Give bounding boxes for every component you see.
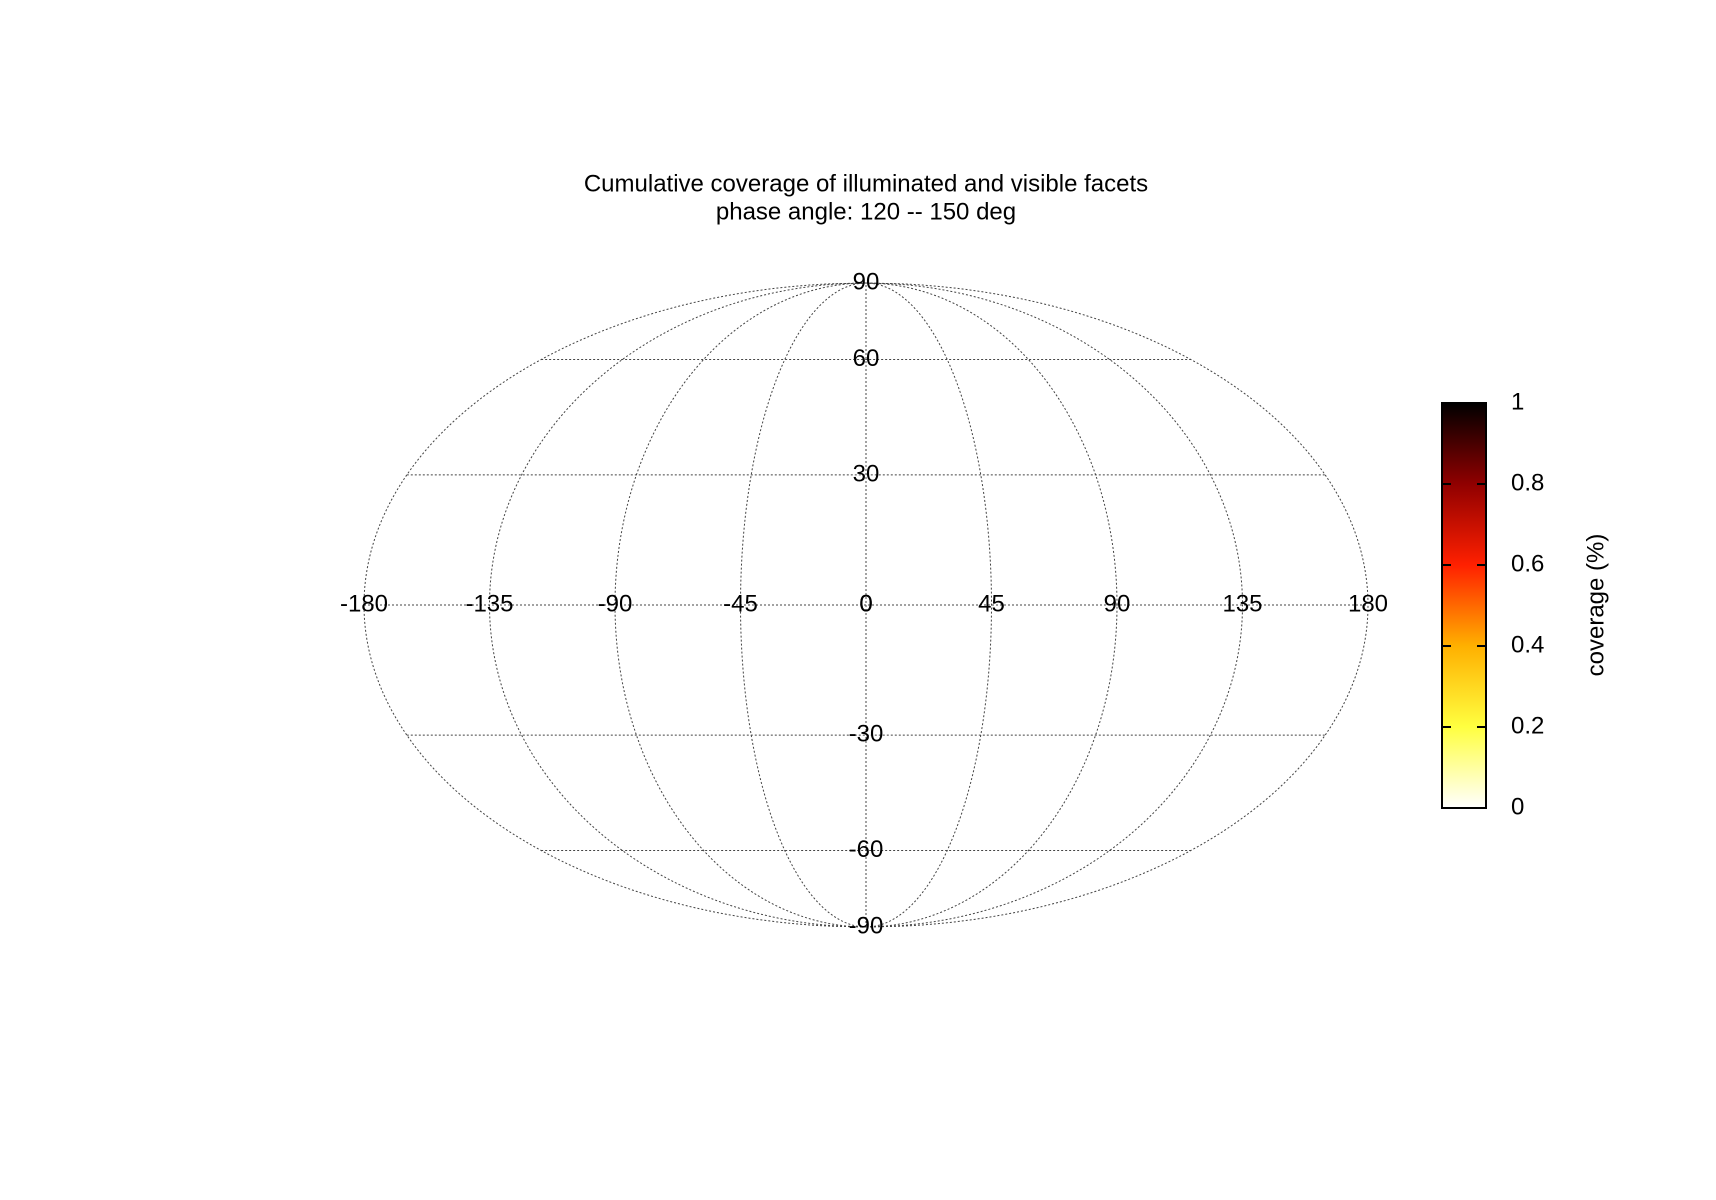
grid-line (865, 282, 1369, 928)
x-tick-label: -90 (598, 590, 633, 617)
x-tick-label: 45 (978, 590, 1005, 617)
y-tick-label: 0 (859, 590, 872, 617)
colorbar-tick-label: 0.6 (1511, 550, 1544, 577)
x-tick-label: 0 (859, 590, 872, 617)
chart-title: Cumulative coverage of illuminated and v… (584, 170, 1148, 197)
x-tick-label: -45 (723, 590, 758, 617)
grid-line (865, 282, 993, 928)
grid-line (363, 282, 867, 928)
grid-line (865, 282, 1244, 928)
y-tick-label: -30 (849, 720, 884, 747)
y-tick-label: 90 (853, 268, 880, 295)
y-tick-label: 30 (853, 460, 880, 487)
colorbar-tick-label: 0.8 (1511, 469, 1544, 496)
colorbar-tick-label: 0 (1511, 793, 1524, 820)
grid-line (739, 282, 867, 928)
colorbar-tick-label: 0.4 (1511, 631, 1544, 658)
x-tick-label: 135 (1222, 590, 1262, 617)
colorbar (1441, 402, 1487, 809)
chart-subtitle: phase angle: 120 -- 150 deg (716, 198, 1016, 225)
y-tick-label: -60 (849, 836, 884, 863)
grid-line (614, 282, 867, 928)
y-tick-label: 60 (853, 345, 880, 372)
y-tick-label: -90 (849, 912, 884, 939)
grid-line (865, 282, 1118, 928)
colorbar-label: coverage (%) (1582, 534, 1609, 677)
colorbar-tick-label: 1 (1511, 388, 1524, 415)
colorbar-tick-label: 0.2 (1511, 712, 1544, 739)
x-tick-label: 180 (1348, 590, 1388, 617)
x-tick-label: 90 (1104, 590, 1131, 617)
x-tick-label: -135 (465, 590, 513, 617)
x-tick-label: -180 (340, 590, 388, 617)
